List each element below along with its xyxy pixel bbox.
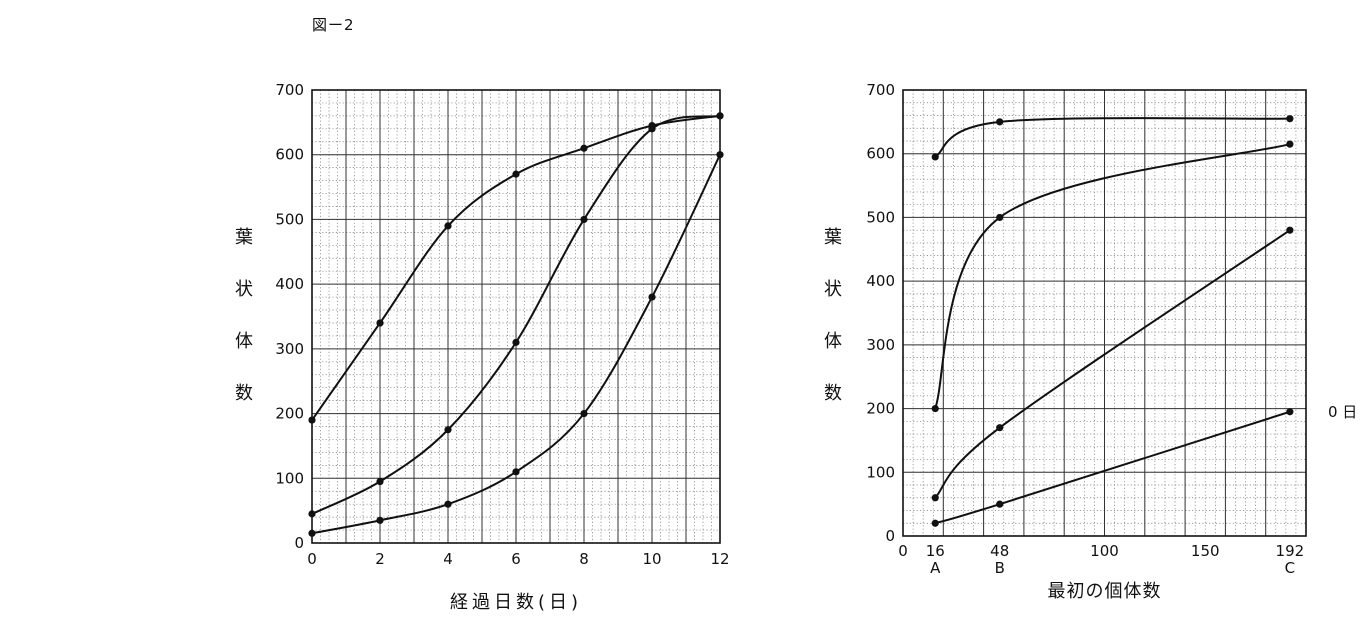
data-point <box>996 424 1004 432</box>
data-point <box>931 494 939 502</box>
data-point <box>580 144 588 152</box>
x-tick-label: 10 <box>642 550 661 568</box>
grid <box>902 89 1307 537</box>
chart-initial-count: 0 100 200 300 400 500 600 700 0 16 48 100 150 192 A B C 最… <box>824 81 1357 602</box>
x-axis-label: 最初の個体数 <box>1048 581 1162 602</box>
data-point <box>996 213 1004 222</box>
series-1 <box>931 115 1294 161</box>
y-tick-label: 700 <box>866 81 895 99</box>
data-point <box>716 112 724 120</box>
y-tick-label: 600 <box>275 146 304 164</box>
data-point <box>580 409 588 418</box>
x-axis-label: 経過日数(日) <box>450 592 582 613</box>
series-annotation: 0 日 <box>1328 403 1357 421</box>
x-point-label: A <box>930 559 941 577</box>
plot-frame <box>902 89 1307 537</box>
data-point <box>931 153 939 161</box>
data-point <box>580 215 588 224</box>
data-point <box>931 519 939 527</box>
data-point <box>376 477 384 486</box>
x-tick-label: 12 <box>710 550 729 568</box>
data-point <box>996 118 1004 126</box>
series-3 <box>931 226 1294 502</box>
series-line <box>934 117 1290 158</box>
y-tick-label: 700 <box>275 81 304 99</box>
y-tick-label: 500 <box>866 208 895 226</box>
data-point <box>376 319 384 327</box>
data-point <box>1286 226 1294 234</box>
series-4 <box>931 408 1294 527</box>
y-axis-label: 葉状体数 <box>824 227 842 404</box>
series-3 <box>308 151 724 537</box>
data-point <box>996 500 1004 508</box>
data-point <box>308 529 316 537</box>
y-tick-label: 0 <box>885 527 895 545</box>
data-point <box>308 416 316 424</box>
series-2 <box>308 112 724 518</box>
series-line <box>934 410 1291 525</box>
x-point-label: C <box>1285 559 1295 577</box>
x-tick-label: 4 <box>443 550 453 568</box>
x-tick-label: 48 <box>990 542 1009 560</box>
data-point <box>444 426 452 434</box>
y-axis-label: 葉状体数 <box>235 227 253 404</box>
x-tick-label: 0 <box>898 542 908 560</box>
data-point <box>1286 140 1294 148</box>
x-tick-label: 150 <box>1191 542 1220 560</box>
data-point <box>1286 408 1294 416</box>
y-tick-label: 600 <box>866 145 895 163</box>
y-tick-label: 200 <box>866 400 895 418</box>
x-tick-label: 192 <box>1276 542 1305 560</box>
data-point <box>444 222 452 230</box>
data-point <box>931 404 939 413</box>
series-line <box>934 229 1291 499</box>
x-tick-label: 0 <box>307 550 317 568</box>
data-point <box>376 516 384 524</box>
data-point <box>512 338 520 346</box>
data-point <box>308 510 316 518</box>
y-tick-label: 0 <box>294 534 304 552</box>
series-2 <box>931 140 1294 413</box>
data-point <box>512 170 520 178</box>
y-tick-label: 100 <box>866 463 895 481</box>
plot-frame <box>311 89 721 544</box>
x-tick-label: 8 <box>579 550 589 568</box>
figure-label: 図ー2 <box>312 16 355 34</box>
y-tick-label: 400 <box>275 275 304 293</box>
data-point <box>512 468 520 476</box>
y-tick-label: 300 <box>866 336 895 354</box>
data-point <box>444 500 452 508</box>
x-point-label: B <box>995 559 1005 577</box>
data-point <box>648 125 656 133</box>
chart-days: 0 100 200 300 400 500 600 700 0 2 4 6 8 10 12 経過日数(日) 葉状… <box>235 81 730 613</box>
y-tick-label: 200 <box>275 405 304 423</box>
x-tick-label: 16 <box>926 542 945 560</box>
data-point <box>716 151 724 159</box>
data-point <box>648 293 656 301</box>
data-point <box>1286 115 1294 123</box>
x-tick-label: 100 <box>1090 542 1119 560</box>
x-tick-label: 6 <box>511 550 521 568</box>
x-tick-label: 2 <box>375 550 385 568</box>
y-tick-label: 100 <box>275 469 304 487</box>
y-tick-label: 300 <box>275 340 304 358</box>
y-tick-label: 400 <box>866 272 895 290</box>
series-line <box>934 143 1291 409</box>
y-tick-label: 500 <box>275 210 304 228</box>
